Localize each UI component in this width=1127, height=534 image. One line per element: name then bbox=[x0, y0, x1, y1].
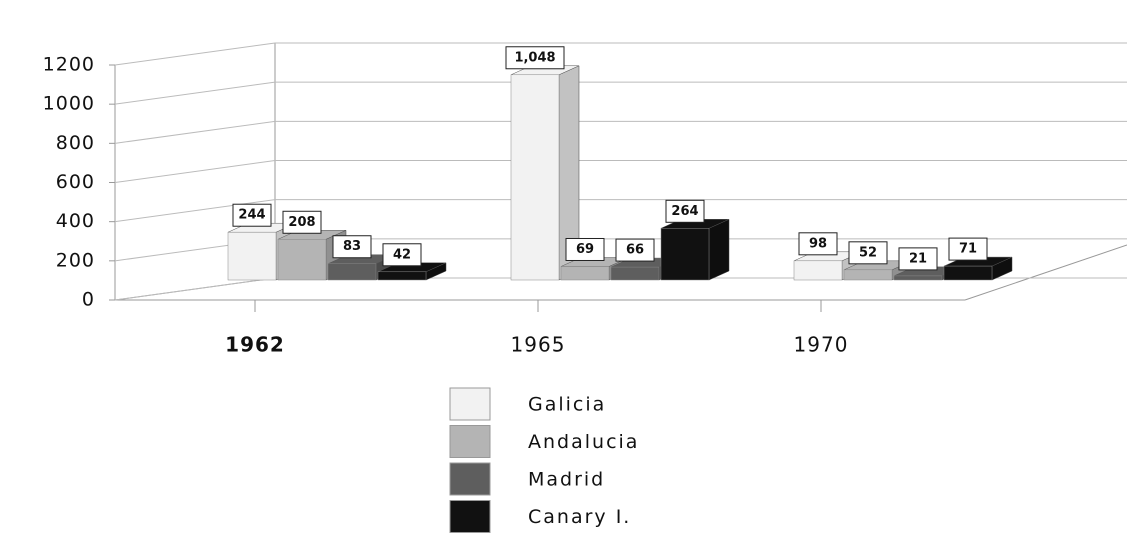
bar bbox=[377, 271, 427, 281]
x-tick-label: 1970 bbox=[794, 333, 849, 357]
value-label: 264 bbox=[671, 204, 698, 219]
value-label: 71 bbox=[959, 242, 977, 257]
grid-line bbox=[114, 277, 276, 301]
y-tick-label: 0 bbox=[82, 289, 95, 311]
grid-line bbox=[114, 42, 276, 66]
y-tick-label: 1000 bbox=[43, 93, 95, 115]
legend-label: Madrid bbox=[528, 469, 605, 491]
bar bbox=[277, 239, 327, 281]
value-label-box bbox=[382, 243, 422, 267]
value-label-box bbox=[898, 247, 938, 271]
value-label-box bbox=[798, 232, 838, 256]
value-label-box bbox=[848, 241, 888, 265]
value-label: 244 bbox=[238, 208, 265, 223]
value-label: 1,048 bbox=[514, 50, 555, 65]
grid-line bbox=[114, 199, 276, 223]
y-tick-label: 1200 bbox=[43, 54, 95, 76]
floor-edge bbox=[964, 244, 1127, 301]
grid-line bbox=[114, 160, 276, 183]
legend-swatch bbox=[449, 462, 491, 496]
legend-label: Canary I. bbox=[528, 506, 631, 528]
x-tick-label: 1962 bbox=[225, 333, 285, 357]
value-label: 52 bbox=[859, 245, 877, 260]
value-label-box bbox=[665, 199, 705, 223]
x-tick-label: 1965 bbox=[511, 333, 566, 357]
bar bbox=[793, 260, 843, 281]
value-label-box bbox=[282, 210, 322, 234]
value-label: 83 bbox=[343, 239, 361, 254]
value-label-box bbox=[615, 238, 655, 262]
legend-label: Galicia bbox=[528, 394, 606, 416]
value-label: 208 bbox=[288, 215, 315, 230]
bar bbox=[943, 265, 993, 281]
bar bbox=[893, 275, 943, 281]
value-label-box bbox=[505, 46, 565, 70]
grid-line bbox=[114, 120, 276, 144]
bar bbox=[610, 266, 660, 281]
bar-side bbox=[708, 218, 730, 281]
legend-swatch bbox=[449, 500, 491, 533]
grid-line bbox=[114, 81, 276, 105]
legend-swatch bbox=[449, 425, 491, 458]
legend-swatch bbox=[449, 387, 491, 421]
value-label: 69 bbox=[576, 242, 594, 257]
bar bbox=[227, 231, 277, 281]
y-tick-label: 200 bbox=[56, 249, 95, 271]
bar bbox=[560, 266, 610, 281]
y-tick-label: 600 bbox=[56, 171, 95, 193]
value-label-box bbox=[565, 237, 605, 261]
value-label: 66 bbox=[626, 243, 644, 258]
value-label: 42 bbox=[393, 247, 411, 262]
bar bbox=[660, 228, 710, 281]
value-label-box bbox=[332, 235, 372, 259]
value-label-box bbox=[232, 203, 272, 227]
value-label: 21 bbox=[909, 251, 927, 266]
legend-label: Andalucia bbox=[528, 431, 639, 453]
value-label: 98 bbox=[809, 236, 827, 251]
y-tick-label: 800 bbox=[56, 132, 95, 154]
y-tick-label: 400 bbox=[56, 210, 95, 232]
bar bbox=[327, 263, 377, 281]
bar bbox=[843, 269, 893, 281]
value-label-box bbox=[948, 237, 988, 261]
bar bbox=[510, 74, 560, 281]
